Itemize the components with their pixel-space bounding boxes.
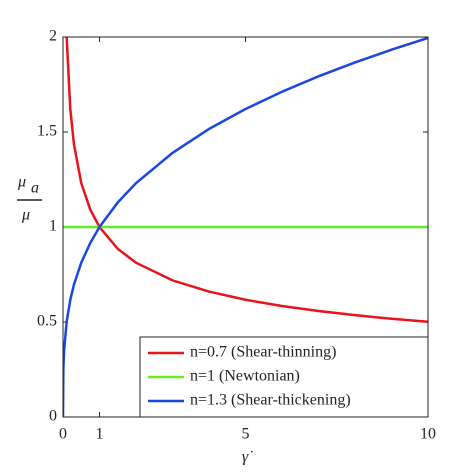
y-label-subscript: a: [31, 180, 39, 197]
y-tick-label: 1: [49, 218, 57, 235]
x-tick-label: 0: [59, 426, 67, 443]
legend-label: n=1 (Newtonian): [190, 368, 300, 385]
series-line: [65, 37, 428, 324]
x-tick-label: 5: [242, 426, 250, 443]
y-tick-label: 2: [49, 28, 57, 45]
x-tick-label: 1: [96, 426, 104, 443]
x-label: γ̇: [242, 449, 253, 466]
y-label-numerator: μ: [17, 174, 26, 191]
legend-label: n=0.7 (Shear-thinning): [190, 344, 336, 361]
y-label-denominator: μ: [21, 207, 30, 224]
y-tick-label: 1.5: [37, 123, 57, 140]
y-tick-label: 0: [49, 408, 57, 425]
series-line: [63, 37, 428, 417]
legend-box: [139, 336, 429, 418]
x-tick-label: 10: [420, 426, 436, 443]
legend-label: n=1.3 (Shear-thickening): [190, 392, 351, 409]
y-tick-label: 0.5: [37, 313, 57, 330]
